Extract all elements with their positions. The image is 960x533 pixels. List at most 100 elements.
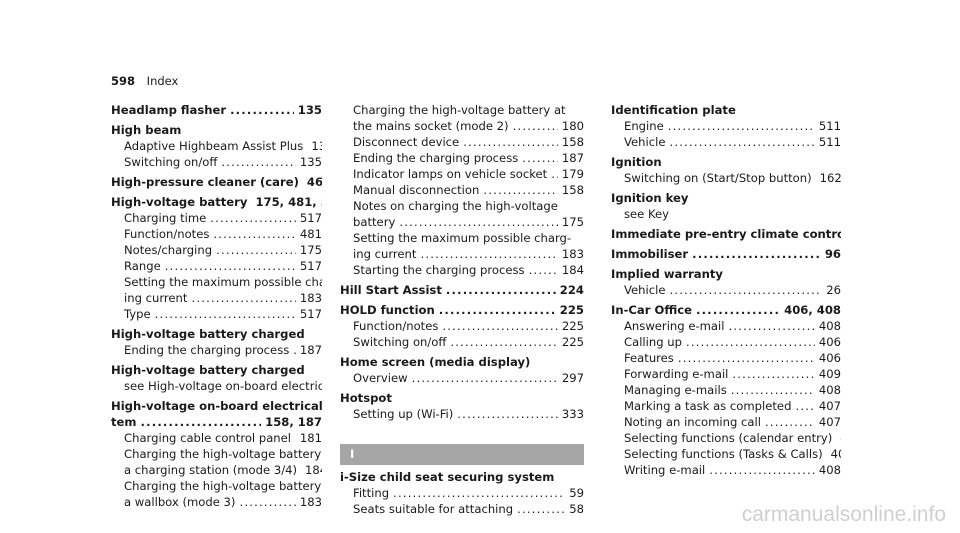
dot-leader bbox=[450, 334, 557, 350]
dot-leader bbox=[529, 262, 558, 278]
entry-text: Function/notes bbox=[353, 319, 439, 333]
page-ref-link[interactable]: 511 bbox=[818, 135, 841, 149]
entry-text: the mains socket (mode 2) bbox=[353, 119, 509, 133]
page-ref-link[interactable]: 158, 187 bbox=[265, 415, 322, 429]
index-subentry: Answering e-mail 408 bbox=[611, 318, 841, 334]
page-ref-link[interactable]: 96 bbox=[824, 247, 841, 261]
page-ref-link[interactable]: 184 bbox=[305, 463, 322, 477]
index-column-3: Identification plate Engine 511 Vehicle 511 I… bbox=[611, 102, 841, 478]
page-ref-link[interactable]: 175 bbox=[561, 215, 584, 229]
page-ref-link[interactable]: 158 bbox=[561, 135, 584, 149]
entry-text: Selecting functions (calendar entry) bbox=[624, 431, 833, 445]
index-entry: Identification plate bbox=[611, 102, 841, 118]
entry-text: Seats suitable for attaching bbox=[353, 502, 514, 516]
page-ref-link[interactable]: 517 bbox=[299, 259, 322, 273]
spacer bbox=[340, 422, 584, 444]
page-ref-link[interactable]: 406, 408 bbox=[784, 303, 841, 317]
page-ref-link[interactable]: 26 bbox=[826, 283, 841, 297]
index-subentry: Type 517 bbox=[111, 306, 322, 322]
index-subentry: Notes on charging the high-voltage bbox=[340, 198, 584, 214]
page-ref-link[interactable]: 511 bbox=[818, 119, 841, 133]
page-ref-link[interactable]: 481 bbox=[299, 227, 322, 241]
page-ref-link[interactable]: 407 bbox=[840, 430, 841, 446]
page-ref-link[interactable]: 333 bbox=[561, 407, 584, 421]
dot-leader bbox=[731, 382, 815, 398]
index-subentry: ing current 183 bbox=[111, 290, 322, 306]
page-ref-link[interactable]: 175, 481, 517 bbox=[255, 195, 322, 209]
entry-text: Selecting functions (Tasks & Calls) bbox=[624, 447, 823, 461]
page-ref-link[interactable]: 158 bbox=[561, 183, 584, 197]
page-ref-link[interactable]: 225 bbox=[561, 335, 584, 349]
entry-text: Features bbox=[624, 351, 674, 365]
dot-leader bbox=[439, 302, 556, 318]
page-ref-link[interactable]: 183 bbox=[299, 495, 322, 509]
page-ref-link[interactable]: 162 bbox=[819, 171, 841, 185]
index-entry: HOLD function 225 bbox=[340, 302, 584, 318]
page-ref-link[interactable]: 187 bbox=[299, 343, 322, 357]
page-ref-link[interactable]: 58 bbox=[569, 502, 584, 516]
index-subentry: Vehicle 511 bbox=[611, 134, 841, 150]
entry-text: In-Car Office bbox=[611, 303, 692, 317]
page-ref-link[interactable]: 517 bbox=[299, 307, 322, 321]
index-subentry: Switching on/off 135 bbox=[111, 154, 322, 170]
page-ref-link[interactable]: 175 bbox=[299, 243, 322, 257]
page-ref-link[interactable]: 408 bbox=[818, 463, 841, 477]
entry-text: i-Size child seat securing system bbox=[340, 470, 555, 484]
entry-text: Engine bbox=[624, 119, 664, 133]
page-ref-link[interactable]: 183 bbox=[299, 291, 322, 305]
index-subentry: Disconnect device 158 bbox=[340, 134, 584, 150]
entry-text: Headlamp flasher bbox=[111, 103, 227, 117]
page-ref-link[interactable]: 135 bbox=[299, 155, 322, 169]
index-subentry: Forwarding e-mail 409 bbox=[611, 366, 841, 382]
page-ref-link[interactable]: 179 bbox=[561, 167, 584, 181]
entry-text: High beam bbox=[111, 123, 182, 137]
page-ref-link[interactable]: 406 bbox=[818, 351, 841, 365]
dot-leader bbox=[221, 154, 295, 170]
entry-text: Notes/charging bbox=[124, 243, 213, 257]
page-ref-link[interactable]: 408 bbox=[818, 383, 841, 397]
index-subentry: the mains socket (mode 2) 180 bbox=[340, 118, 584, 134]
page-ref-link[interactable]: 180 bbox=[561, 119, 584, 133]
page-ref-link[interactable]: 409 bbox=[818, 367, 841, 381]
page-ref-link[interactable]: 138 bbox=[311, 139, 322, 153]
index-entry: Hotspot bbox=[340, 390, 584, 406]
page-ref-link[interactable]: 297 bbox=[561, 371, 584, 385]
page-ref-link[interactable]: 184 bbox=[561, 263, 584, 277]
index-subentry: a wallbox (mode 3) 183 bbox=[111, 494, 322, 510]
index-subentry: Switching on/off 225 bbox=[340, 334, 584, 350]
dot-leader bbox=[728, 318, 814, 334]
entry-text: Ending the charging process bbox=[353, 151, 519, 165]
watermark: carmanualsonline.info bbox=[741, 503, 946, 526]
page-ref-link[interactable]: 464 bbox=[306, 175, 322, 189]
page-ref-link[interactable]: 181 bbox=[299, 431, 322, 445]
entry-text: ing current bbox=[124, 291, 188, 305]
entry-text: Hill Start Assist bbox=[340, 283, 442, 297]
index-subentry: Starting the charging process 184 bbox=[340, 262, 584, 278]
page-ref-link[interactable]: 187 bbox=[561, 151, 584, 165]
index-subentry: Function/notes 225 bbox=[340, 318, 584, 334]
page-ref-link[interactable]: 407 bbox=[830, 447, 841, 461]
index-entry: High-voltage battery 175, 481, 517 bbox=[111, 194, 322, 210]
page-ref-link[interactable]: 407 bbox=[818, 415, 841, 429]
page-ref-link[interactable]: 408 bbox=[818, 319, 841, 333]
entry-text: Vehicle bbox=[624, 135, 666, 149]
dot-leader bbox=[517, 501, 565, 517]
index-entry: Ignition bbox=[611, 154, 841, 170]
page-ref-link[interactable]: 406 bbox=[818, 335, 841, 349]
dot-leader bbox=[696, 302, 780, 318]
dot-leader bbox=[230, 102, 294, 118]
page-ref-link[interactable]: 407 bbox=[818, 399, 841, 413]
page-ref-link[interactable]: 224 bbox=[559, 283, 584, 297]
page-ref-link[interactable]: 183 bbox=[561, 247, 584, 261]
entry-text: Charging the high-voltage battery at bbox=[353, 103, 566, 117]
index-subentry: Selecting functions (Tasks & Calls) 407 bbox=[611, 446, 841, 462]
dot-leader bbox=[399, 214, 558, 230]
page-ref-link[interactable]: 135 bbox=[297, 103, 322, 117]
dot-leader bbox=[686, 334, 815, 350]
dot-leader bbox=[165, 258, 296, 274]
page-ref-link[interactable]: 517 bbox=[299, 211, 322, 225]
entry-text: Overview bbox=[353, 371, 408, 385]
page-ref-link[interactable]: 225 bbox=[561, 319, 584, 333]
page-ref-link[interactable]: 59 bbox=[569, 486, 584, 500]
page-ref-link[interactable]: 225 bbox=[559, 303, 584, 317]
